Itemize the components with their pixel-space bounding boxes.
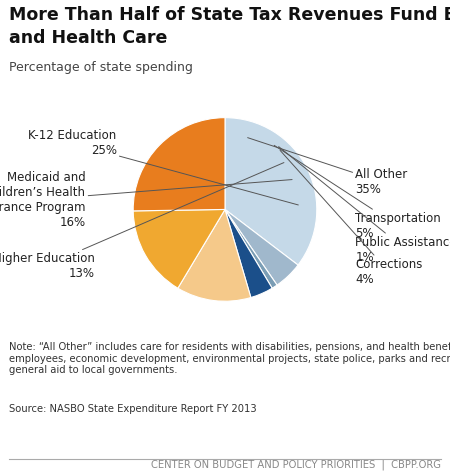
Wedge shape	[225, 209, 298, 285]
Text: Percentage of state spending: Percentage of state spending	[9, 61, 193, 74]
Text: Public Assistance
1%: Public Assistance 1%	[279, 147, 450, 264]
Wedge shape	[225, 118, 317, 265]
Wedge shape	[225, 209, 272, 298]
Text: All Other
35%: All Other 35%	[248, 138, 408, 196]
Text: Note: “All Other” includes care for residents with disabilities, pensions, and h: Note: “All Other” includes care for resi…	[9, 342, 450, 375]
Wedge shape	[133, 118, 225, 211]
Text: Transportation
5%: Transportation 5%	[274, 145, 441, 240]
Text: Source: NASBO State Expenditure Report FY 2013: Source: NASBO State Expenditure Report F…	[9, 404, 256, 414]
Text: Corrections
4%: Corrections 4%	[280, 150, 423, 286]
Wedge shape	[133, 209, 225, 288]
Text: K-12 Education
25%: K-12 Education 25%	[28, 129, 298, 205]
Text: Medicaid and
Children’s Health
Insurance Program
16%: Medicaid and Children’s Health Insurance…	[0, 171, 292, 229]
Text: CENTER ON BUDGET AND POLICY PRIORITIES  |  CBPP.ORG: CENTER ON BUDGET AND POLICY PRIORITIES |…	[151, 460, 441, 470]
Text: More Than Half of State Tax Revenues Fund Education
and Health Care: More Than Half of State Tax Revenues Fun…	[9, 7, 450, 47]
Text: Higher Education
13%: Higher Education 13%	[0, 163, 284, 280]
Wedge shape	[225, 209, 277, 288]
Wedge shape	[178, 209, 251, 301]
